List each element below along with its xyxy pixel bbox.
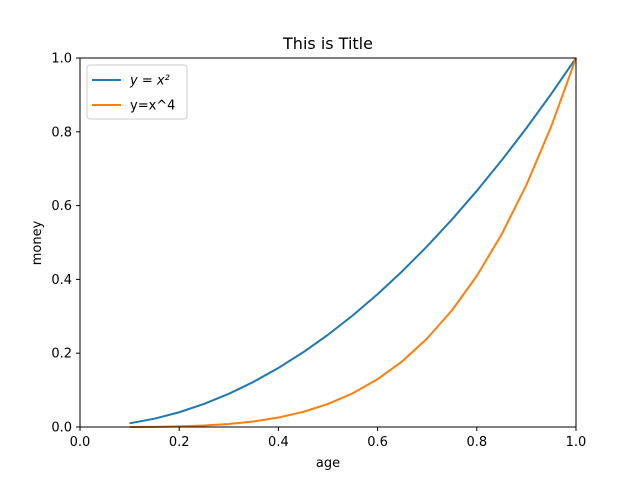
- x-tick-label: 0.6: [367, 435, 388, 450]
- legend: y = x² y=x^4: [86, 64, 188, 120]
- y-axis-label: money: [30, 220, 45, 265]
- series-line-2: [129, 57, 577, 428]
- y-tick-label: 0.0: [51, 421, 72, 436]
- x-tick-label: 0.4: [268, 435, 289, 450]
- series-layer: [129, 57, 577, 428]
- y-tick-label: 1.0: [51, 52, 72, 67]
- y-tick-label: 0.2: [51, 347, 72, 362]
- x-tick-label: 0.8: [466, 435, 487, 450]
- x-axis-label: age: [316, 456, 340, 471]
- chart-title: This is Title: [282, 34, 373, 53]
- legend-label-1: y = x²: [129, 74, 170, 89]
- x-tick-label: 1.0: [566, 435, 587, 450]
- axes-layer: 0.0 0.2 0.4 0.6 0.8 1.0 0.0 0.2 0.4 0.6 0.8 1.0: [51, 52, 586, 451]
- y-tick-label: 0.4: [51, 273, 72, 288]
- x-tick-label: 0.2: [169, 435, 190, 450]
- x-tick-label: 0.0: [70, 435, 91, 450]
- axes-frame: [79, 57, 577, 428]
- y-tick-label: 0.6: [51, 199, 72, 214]
- series-line-1: [129, 57, 577, 425]
- y-tick-label: 0.8: [51, 125, 72, 140]
- legend-label-2: y=x^4: [130, 99, 175, 114]
